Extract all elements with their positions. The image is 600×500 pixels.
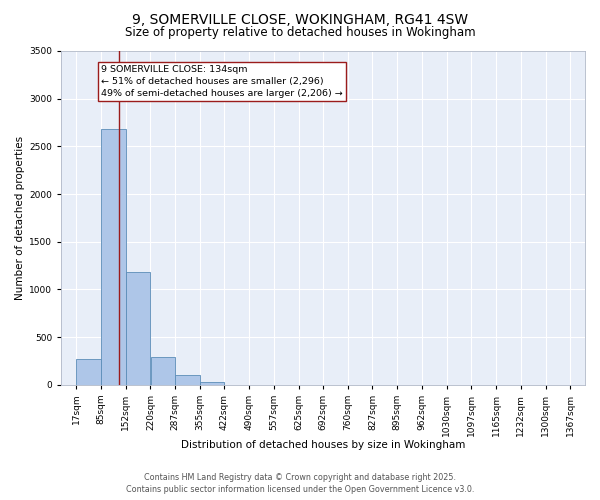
Bar <box>151 356 175 384</box>
Bar <box>175 375 200 384</box>
X-axis label: Distribution of detached houses by size in Wokingham: Distribution of detached houses by size … <box>181 440 465 450</box>
Bar <box>76 359 101 384</box>
Text: Size of property relative to detached houses in Wokingham: Size of property relative to detached ho… <box>125 26 475 39</box>
Text: 9 SOMERVILLE CLOSE: 134sqm
← 51% of detached houses are smaller (2,296)
49% of s: 9 SOMERVILLE CLOSE: 134sqm ← 51% of deta… <box>101 66 343 98</box>
Y-axis label: Number of detached properties: Number of detached properties <box>15 136 25 300</box>
Bar <box>101 129 125 384</box>
Text: 9, SOMERVILLE CLOSE, WOKINGHAM, RG41 4SW: 9, SOMERVILLE CLOSE, WOKINGHAM, RG41 4SW <box>132 12 468 26</box>
Bar <box>126 272 150 384</box>
Text: Contains HM Land Registry data © Crown copyright and database right 2025.
Contai: Contains HM Land Registry data © Crown c… <box>126 472 474 494</box>
Bar <box>200 382 224 384</box>
